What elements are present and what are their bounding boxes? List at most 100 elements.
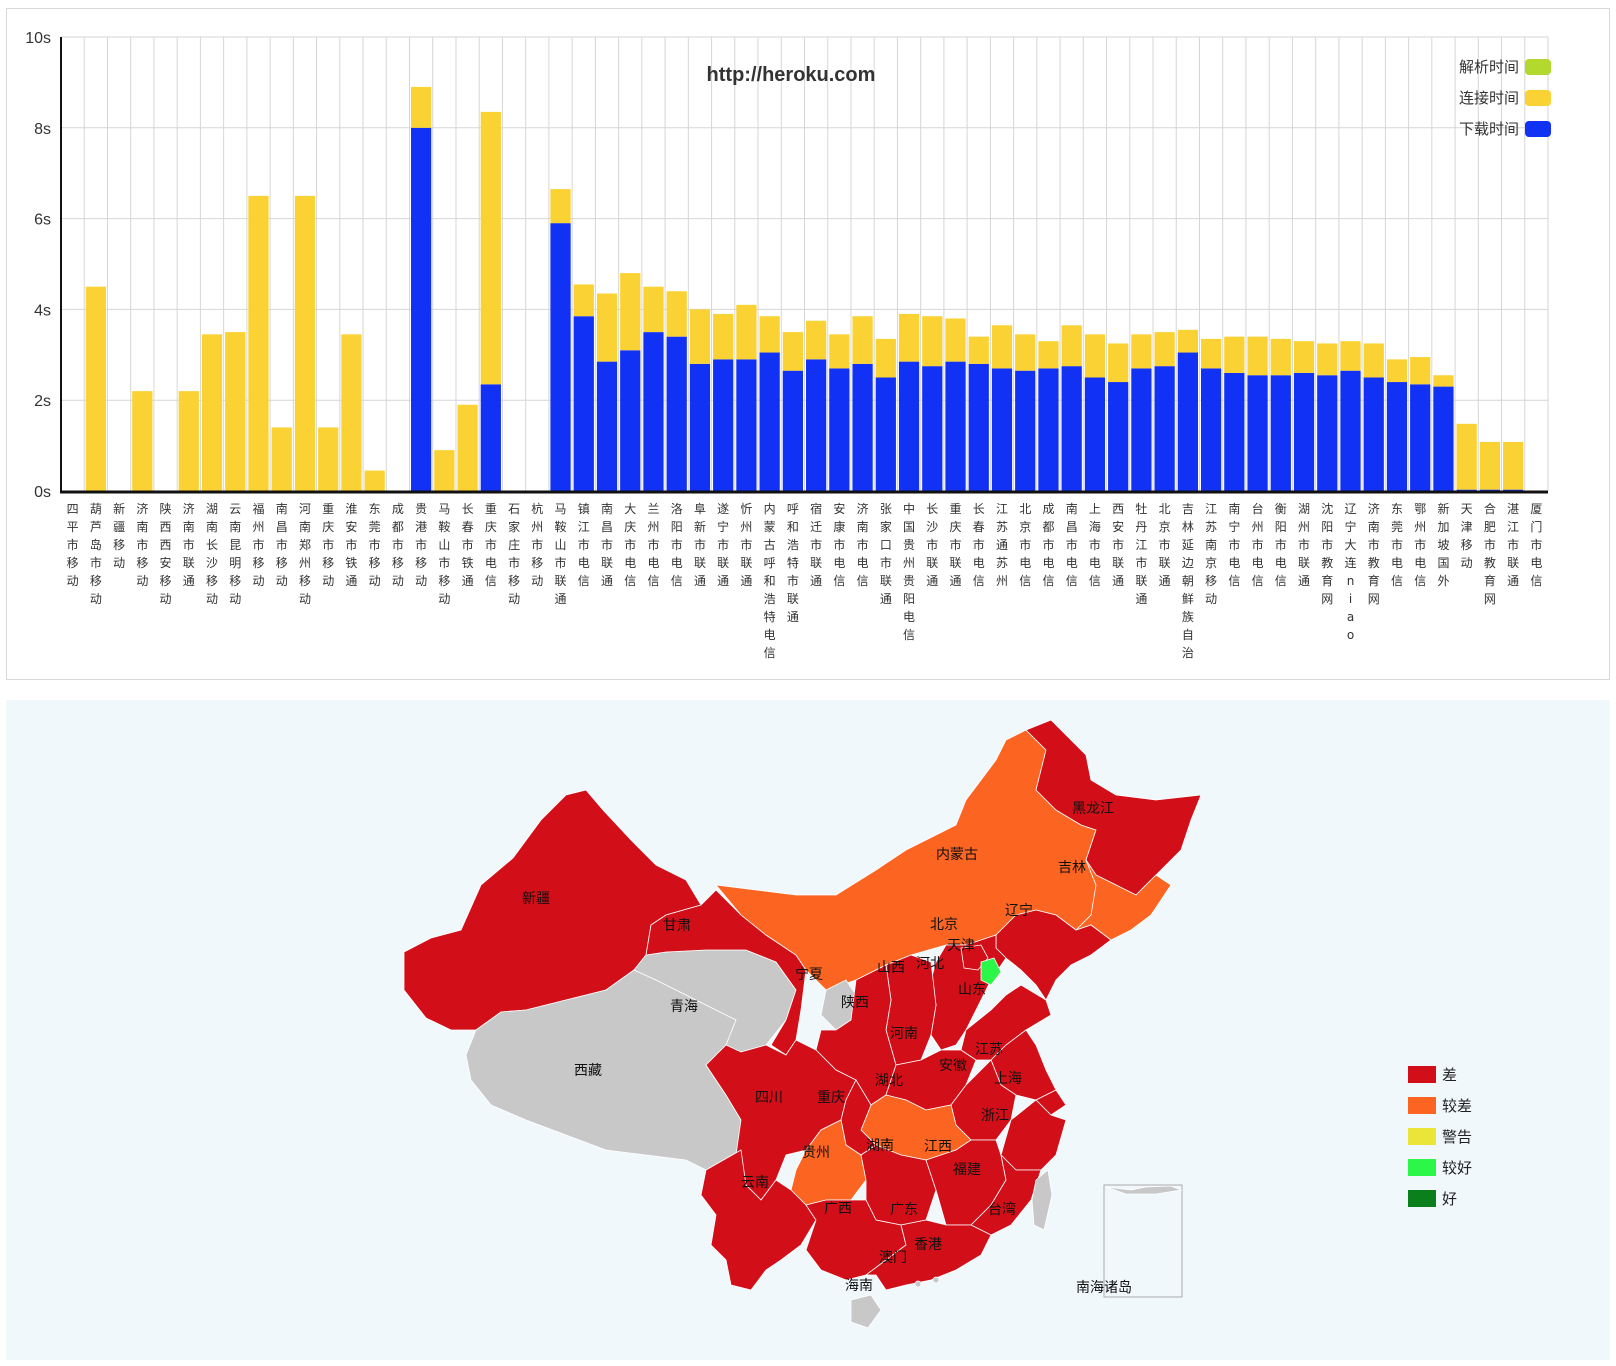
bar-segment (1456, 489, 1477, 491)
label-湖南: 湖南 (866, 1138, 894, 1154)
label-广西: 广西 (824, 1201, 852, 1217)
x-tick-label: 湖南长沙移动 (206, 501, 218, 606)
bar-segment (1177, 329, 1198, 353)
bar-segment (1084, 334, 1106, 378)
bar-segment (1108, 343, 1129, 383)
bar-segment (1317, 343, 1338, 376)
x-tick-label: 济南市教育网 (1368, 501, 1380, 606)
label-新疆: 新疆 (522, 891, 550, 907)
bar-segment (666, 291, 687, 337)
region-台湾[interactable] (1031, 1169, 1053, 1231)
x-tick-label: 济南市移动 (136, 501, 148, 588)
map-regions (403, 719, 1202, 1329)
bar-segment (1479, 489, 1501, 491)
region-香港[interactable] (932, 1276, 940, 1284)
legend-label: 解析时间 (1459, 58, 1519, 76)
label-黑龙江: 黑龙江 (1072, 801, 1114, 817)
region-南海诸岛[interactable] (1105, 1185, 1183, 1195)
region-澳门[interactable] (914, 1280, 922, 1288)
region-贵州[interactable] (790, 1119, 867, 1206)
bar-segment (1363, 377, 1384, 491)
region-吉林[interactable] (1075, 859, 1172, 941)
map-legend-item[interactable]: 差 (1408, 1066, 1457, 1084)
region-云南[interactable] (700, 1149, 817, 1291)
bar-segment (1293, 372, 1315, 491)
x-tick-label: 济南市联通 (183, 501, 195, 588)
x-tick-label: 南昌市电信 (1066, 501, 1078, 588)
bar-segment (713, 359, 734, 491)
bar-segment (318, 427, 339, 491)
bar-segment (1270, 375, 1291, 491)
map-legend-item[interactable]: 好 (1408, 1190, 1457, 1208)
china-map: 新疆 西藏 青海 甘肃 宁夏 内蒙古 黑龙江 吉林 辽宁 北京 天津 河北 山西… (403, 719, 1472, 1329)
x-tick-label: 杭州市移动 (531, 501, 543, 588)
bar-segment (1200, 338, 1222, 369)
bar-segment (1038, 368, 1059, 491)
label-湖北: 湖北 (875, 1073, 903, 1089)
x-tick-label: 重庆市电信 (485, 502, 497, 588)
label-贵州: 贵州 (802, 1145, 830, 1161)
bar-segment (480, 111, 501, 385)
x-tick-label: 重庆市移动 (322, 502, 334, 588)
legend-swatch (1525, 121, 1551, 137)
bar-segment (782, 370, 803, 491)
region-天津[interactable] (980, 957, 1002, 986)
x-tick-label: 阜新市联通 (694, 502, 706, 588)
bar-segment (178, 391, 199, 491)
x-tick-label: 厦门市电信 (1530, 502, 1542, 588)
x-tick-label: 四平市移动 (67, 502, 79, 588)
x-tick-label: 马鞍山市移动 (438, 502, 450, 606)
x-tick-label: 河南郑州移动 (299, 502, 311, 606)
bar-segment (1503, 489, 1524, 491)
bar-segment (1247, 336, 1268, 376)
x-tick-label: 天津移动 (1461, 502, 1473, 570)
bar-segment (968, 363, 989, 491)
bar-segment (1386, 359, 1408, 383)
map-legend-item[interactable]: 较好 (1408, 1159, 1472, 1177)
bar-segment (1224, 372, 1245, 491)
x-tick-label: 福州市移动 (252, 501, 264, 588)
x-tick-label: 吉林延边朝鲜族自治 (1182, 502, 1194, 660)
x-tick-label: 中国贵州贵阳电信 (903, 501, 915, 642)
label-重庆: 重庆 (817, 1090, 845, 1106)
bar-segment (898, 313, 920, 362)
y-tick-label: 4s (34, 302, 51, 319)
region-福建[interactable] (970, 1153, 1042, 1236)
x-tick-label: 台州市电信 (1252, 501, 1264, 588)
bar-segment (1154, 332, 1175, 367)
label-江苏: 江苏 (975, 1042, 1003, 1058)
x-tick-label: 济南市电信 (857, 501, 869, 588)
bar-segment (643, 286, 664, 333)
label-河南: 河南 (890, 1026, 918, 1042)
x-tick-label: 云南昆明移动 (229, 502, 241, 606)
bar-segment (1456, 423, 1477, 490)
x-tick-label: 兰州市电信 (647, 502, 659, 588)
x-tick-label: 东莞市移动 (369, 502, 381, 588)
x-tick-label: 内蒙古呼和浩特电信 (764, 502, 776, 660)
x-tick-label: 成都市移动 (392, 502, 404, 588)
label-南海诸岛: 南海诸岛 (1076, 1280, 1132, 1296)
bar-segment (248, 195, 269, 491)
x-tick-label: 上海市电信 (1089, 502, 1101, 588)
legend-label-较好: 较好 (1442, 1159, 1472, 1177)
map-panel: 新疆 西藏 青海 甘肃 宁夏 内蒙古 黑龙江 吉林 辽宁 北京 天津 河北 山西… (6, 700, 1610, 1360)
label-北京: 北京 (930, 917, 958, 933)
x-tick-label: 大庆市电信 (624, 502, 636, 588)
bar-segment (968, 336, 989, 364)
region-海南[interactable] (850, 1294, 882, 1329)
bar-segment (1061, 366, 1082, 491)
region-广东[interactable] (864, 1219, 992, 1291)
bar-segment (1410, 357, 1431, 385)
bar-segment (1433, 375, 1454, 387)
bar-segment (1247, 375, 1268, 491)
bar-segment (596, 361, 618, 491)
map-legend-item[interactable]: 较差 (1408, 1097, 1472, 1115)
bar-segment (643, 332, 664, 491)
x-tick-label: 石家庄市移动 (508, 502, 520, 606)
x-tick-label: 湛江市联通 (1507, 502, 1519, 588)
map-legend-item[interactable]: 警告 (1408, 1128, 1472, 1146)
bar-segment (1410, 384, 1431, 491)
bar-segment (713, 313, 734, 360)
x-tick-label: 南宁市电信 (1228, 501, 1240, 588)
x-tick-label: 南昌市联通 (601, 501, 613, 588)
